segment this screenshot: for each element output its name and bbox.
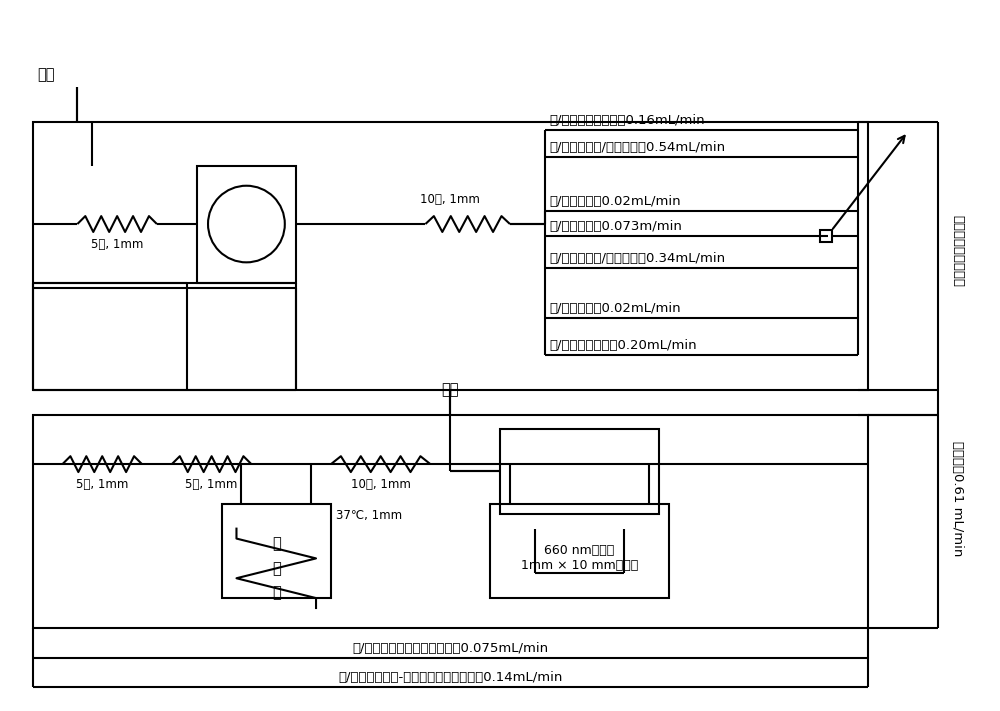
Text: 10匹, 1mm: 10匹, 1mm [420, 193, 480, 206]
Text: 橙/黄，空气，0.02mL/min: 橙/黄，空气，0.02mL/min [550, 302, 681, 315]
Bar [33, 122, 868, 390]
Text: 5匹, 1mm: 5匹, 1mm [76, 478, 128, 491]
Text: 37℃, 1mm: 37℃, 1mm [336, 509, 402, 522]
Text: 红/红，样品，0.073m/min: 红/红，样品，0.073m/min [550, 220, 683, 233]
Text: 加: 加 [272, 536, 281, 551]
Text: 槽: 槽 [272, 586, 281, 601]
Text: 取样器的在线清洗槽: 取样器的在线清洗槽 [951, 215, 964, 287]
Text: 橙/蓝，二氯异氰尿酸钠溶液，0.075mL/min: 橙/蓝，二氯异氰尿酸钠溶液，0.075mL/min [352, 641, 548, 655]
Text: 黄/蓝，氯化钠/硫酸溶液，0.54mL/min: 黄/蓝，氯化钠/硫酸溶液，0.54mL/min [550, 141, 726, 154]
Text: 10匹, 1mm: 10匹, 1mm [351, 478, 411, 491]
Text: 黄/蓝，氯化钠/硫酸溶液，0.34mL/min: 黄/蓝，氯化钠/硫酸溶液，0.34mL/min [550, 252, 726, 264]
Text: 废液: 废液 [38, 67, 55, 82]
Text: 针洗液，0.61 mL/min: 针洗液，0.61 mL/min [951, 442, 964, 557]
Bar [197, 166, 296, 282]
Bar [500, 429, 659, 514]
Bar [820, 230, 832, 242]
Bar [222, 504, 331, 598]
Text: 5匹, 1mm: 5匹, 1mm [91, 238, 143, 251]
Bar [33, 415, 868, 628]
Text: 橙/蓝，空气，0.02mL/min: 橙/蓝，空气，0.02mL/min [550, 195, 681, 208]
Text: 橙/蓝，缓冲溶液，0.20mL/min: 橙/蓝，缓冲溶液，0.20mL/min [550, 339, 697, 352]
Text: 黑/黑，水杨酸钠-亚硝基铁氰化钠溶液，0.14mL/min: 黑/黑，水杨酸钠-亚硝基铁氰化钠溶液，0.14mL/min [338, 671, 562, 685]
Text: 废液: 废液 [442, 382, 459, 397]
Text: 热: 热 [272, 561, 281, 576]
Text: 660 nm滤光片
1mm × 10 mm流动池: 660 nm滤光片 1mm × 10 mm流动池 [521, 543, 638, 572]
Text: 5匹, 1mm: 5匹, 1mm [185, 478, 238, 491]
Text: 橙/橙，空气加速管，0.16mL/min: 橙/橙，空气加速管，0.16mL/min [550, 114, 705, 127]
Bar [490, 504, 669, 598]
